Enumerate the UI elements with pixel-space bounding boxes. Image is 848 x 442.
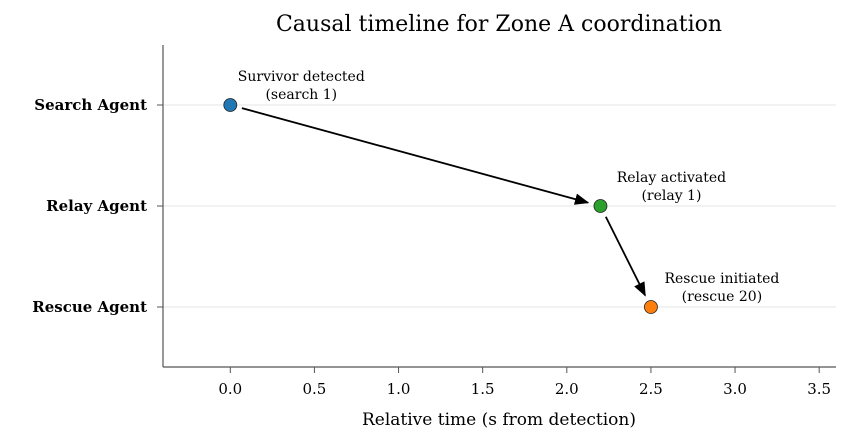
causal-arrow — [241, 107, 590, 205]
x-axis-label: Relative time (s from detection) — [362, 410, 636, 430]
event-sublabel: (relay 1) — [641, 188, 701, 204]
y-tick-label: Search Agent — [34, 96, 147, 114]
event-point — [644, 300, 658, 314]
x-tick-label: 0.5 — [302, 380, 326, 398]
event-sublabel: (search 1) — [265, 87, 337, 103]
event-point — [223, 98, 238, 112]
event-sublabel: (rescue 20) — [682, 289, 763, 305]
event-point — [593, 199, 608, 213]
x-tick-label: 1.5 — [471, 380, 495, 398]
y-tick-label: Relay Agent — [46, 197, 147, 215]
x-tick-label: 2.5 — [639, 380, 663, 398]
event-label: Relay activated — [617, 170, 726, 186]
x-tick-label: 0.0 — [218, 380, 242, 398]
x-tick-label: 2.0 — [555, 380, 579, 398]
x-tick-label: 3.5 — [807, 380, 831, 398]
event-label: Survivor detected — [238, 69, 365, 85]
causal-arrow — [605, 216, 646, 297]
chart-title: Causal timeline for Zone A coordination — [276, 12, 722, 37]
x-tick-label: 1.0 — [387, 380, 411, 398]
y-tick-label: Rescue Agent — [32, 298, 147, 316]
x-tick-label: 3.0 — [723, 380, 747, 398]
event-label: Rescue initiated — [664, 271, 779, 287]
